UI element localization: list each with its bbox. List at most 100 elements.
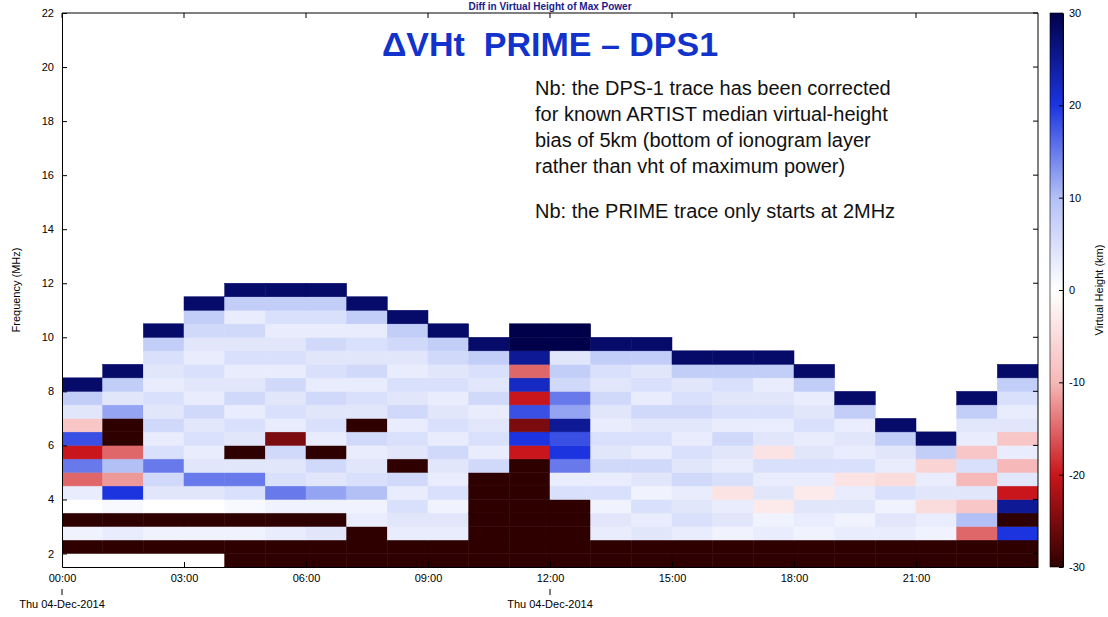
heat-cell (997, 432, 1038, 446)
x-date-label: Thu 04-Dec-2014 (507, 598, 593, 610)
heat-cell (469, 351, 510, 365)
x-tick: 12:00 (537, 562, 565, 584)
heat-cell (184, 297, 225, 311)
heat-cell (306, 337, 347, 351)
heat-cell (428, 459, 469, 473)
heat-cell (713, 351, 754, 365)
heat-cell (265, 391, 306, 405)
colorbar-tick-label: -10 (1069, 376, 1085, 388)
y-tick-mark-right (1033, 229, 1038, 230)
heat-cell (387, 351, 428, 365)
x-tick-mark-top (184, 13, 185, 18)
heat-cell (509, 499, 550, 513)
heat-cell (265, 526, 306, 540)
x-tick-mark-top (916, 13, 917, 18)
heat-cell (428, 391, 469, 405)
heat-cell (306, 540, 347, 554)
heat-cell (753, 540, 794, 554)
heat-cell (265, 310, 306, 324)
heat-cell (347, 499, 388, 513)
heat-cell (469, 432, 510, 446)
heat-cell (347, 432, 388, 446)
y-tick-label: 4 (48, 493, 54, 505)
heat-cell (265, 553, 306, 567)
heat-cell (265, 459, 306, 473)
heat-cell (184, 391, 225, 405)
heat-cell (306, 513, 347, 527)
heat-cell (591, 432, 632, 446)
y-tick-mark (62, 175, 67, 176)
heat-cell (957, 418, 998, 432)
x-tick-mark (550, 562, 551, 567)
heat-cell (672, 405, 713, 419)
chart-title: Diff in Virtual Height of Max Power (468, 1, 631, 12)
heat-cell (713, 418, 754, 432)
heat-cell (509, 553, 550, 567)
heat-cell (550, 324, 591, 338)
heat-cell (957, 391, 998, 405)
heat-cell (835, 418, 876, 432)
heat-cell (428, 351, 469, 365)
y-tick-mark (62, 229, 67, 230)
heat-cell (591, 526, 632, 540)
heat-cell (997, 445, 1038, 459)
heat-cell (794, 553, 835, 567)
heat-cell (265, 513, 306, 527)
heat-cell (225, 405, 266, 419)
heat-cell (469, 526, 510, 540)
heat-cell (225, 513, 266, 527)
heat-cell (957, 486, 998, 500)
heat-cell (225, 297, 266, 311)
heat-cell (103, 418, 144, 432)
y-axis-title: Frequency (MHz) (10, 248, 22, 333)
heat-cell (428, 418, 469, 432)
heat-cell (347, 405, 388, 419)
heat-cell (753, 405, 794, 419)
heat-cell (713, 526, 754, 540)
heat-cell (184, 364, 225, 378)
heat-cell (509, 418, 550, 432)
heat-cell (916, 432, 957, 446)
heat-cell (143, 324, 184, 338)
heat-cell (387, 391, 428, 405)
heat-cell (469, 499, 510, 513)
heat-cell (428, 405, 469, 419)
heat-cell (347, 337, 388, 351)
heat-cell (997, 486, 1038, 500)
heat-cell (265, 445, 306, 459)
heat-cell (753, 351, 794, 365)
y-axis-line (62, 14, 63, 568)
y-tick: 12 (42, 277, 67, 289)
heat-cell (672, 459, 713, 473)
heatmap-cells (62, 283, 1038, 567)
heat-cell (184, 405, 225, 419)
heat-cell (997, 499, 1038, 513)
colorbar-tick: 10 (1059, 192, 1081, 204)
heat-cell (103, 472, 144, 486)
heat-cell (184, 526, 225, 540)
heat-cell (550, 513, 591, 527)
x-tick-mark-top (672, 13, 673, 18)
heat-cell (509, 405, 550, 419)
heat-cell (225, 499, 266, 513)
heat-cell (306, 418, 347, 432)
heat-cell (875, 432, 916, 446)
heat-cell (428, 513, 469, 527)
colorbar-tick-mark (1059, 382, 1063, 383)
heat-cell (428, 526, 469, 540)
heat-cell (672, 513, 713, 527)
colorbar-tick-mark (1059, 290, 1063, 291)
heat-cell (957, 540, 998, 554)
heat-cell (591, 540, 632, 554)
heat-cell (103, 391, 144, 405)
heat-cell (631, 499, 672, 513)
heat-cell (428, 553, 469, 567)
annotation-line: Nb: the PRIME trace only starts at 2MHz (535, 200, 895, 222)
heat-cell (631, 418, 672, 432)
x-axis-line (63, 567, 1039, 568)
heat-cell (225, 283, 266, 297)
chart-container: 24681012141618202200:0003:0006:0009:0012… (0, 0, 1108, 617)
heat-cell (672, 553, 713, 567)
heat-cell (103, 499, 144, 513)
heat-cell (428, 378, 469, 392)
